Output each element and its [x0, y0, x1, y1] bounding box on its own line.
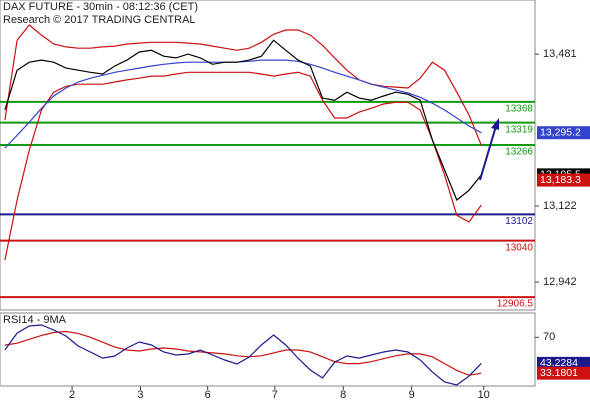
- x-tick-label: 6: [205, 389, 211, 400]
- series-line: [4, 24, 482, 146]
- rsi-title: RSI14 - 9MA: [3, 314, 67, 326]
- projection-arrow-head: [491, 118, 499, 130]
- y-tick-label: 12,942: [543, 276, 577, 288]
- main-panel-frame: [0, 0, 536, 311]
- price-marker: [537, 356, 590, 370]
- price-marker: [537, 173, 590, 187]
- price-marker: [537, 366, 590, 380]
- price-marker: [537, 126, 590, 140]
- price-marker-label: 13,295.2: [540, 126, 581, 138]
- plot-layer: 13,481 13,122 12,942 13368 13319 13266 13102 13…: [0, 24, 590, 400]
- level-label: 13102: [505, 216, 533, 227]
- price-marker-label: 43.2284: [540, 357, 578, 369]
- level-label: 13319: [505, 124, 533, 135]
- level-label: 13266: [505, 147, 533, 158]
- level-label: 13040: [505, 242, 533, 253]
- price-marker-label: 33.1801: [540, 367, 578, 379]
- y-tick-label: 13,122: [543, 200, 577, 212]
- series-line: [4, 71, 482, 261]
- x-tick-label: 8: [340, 389, 346, 400]
- chart-title: DAX FUTURE - 30min - 08:12:36 (CET): [3, 1, 198, 13]
- series-line: [4, 324, 482, 386]
- series-line: [4, 39, 482, 201]
- price-marker-label: 13,183.3: [540, 174, 581, 186]
- x-tick-label: 10: [478, 389, 490, 400]
- chart-subtitle: Research © 2017 TRADING CENTRAL: [3, 14, 196, 26]
- x-tick-label: 7: [272, 389, 278, 400]
- x-tick-label: 9: [409, 389, 415, 400]
- x-tick-label: 3: [137, 389, 143, 400]
- series-line: [4, 330, 482, 376]
- y-tick-label: 13,481: [543, 48, 577, 60]
- rsi-panel-frame: [0, 312, 536, 387]
- x-tick-label: 2: [69, 389, 75, 400]
- y-tick-label: 70: [543, 331, 555, 343]
- projection-arrow: [479, 125, 497, 181]
- level-label: 13368: [505, 104, 533, 115]
- level-label: 12906.5: [497, 299, 534, 310]
